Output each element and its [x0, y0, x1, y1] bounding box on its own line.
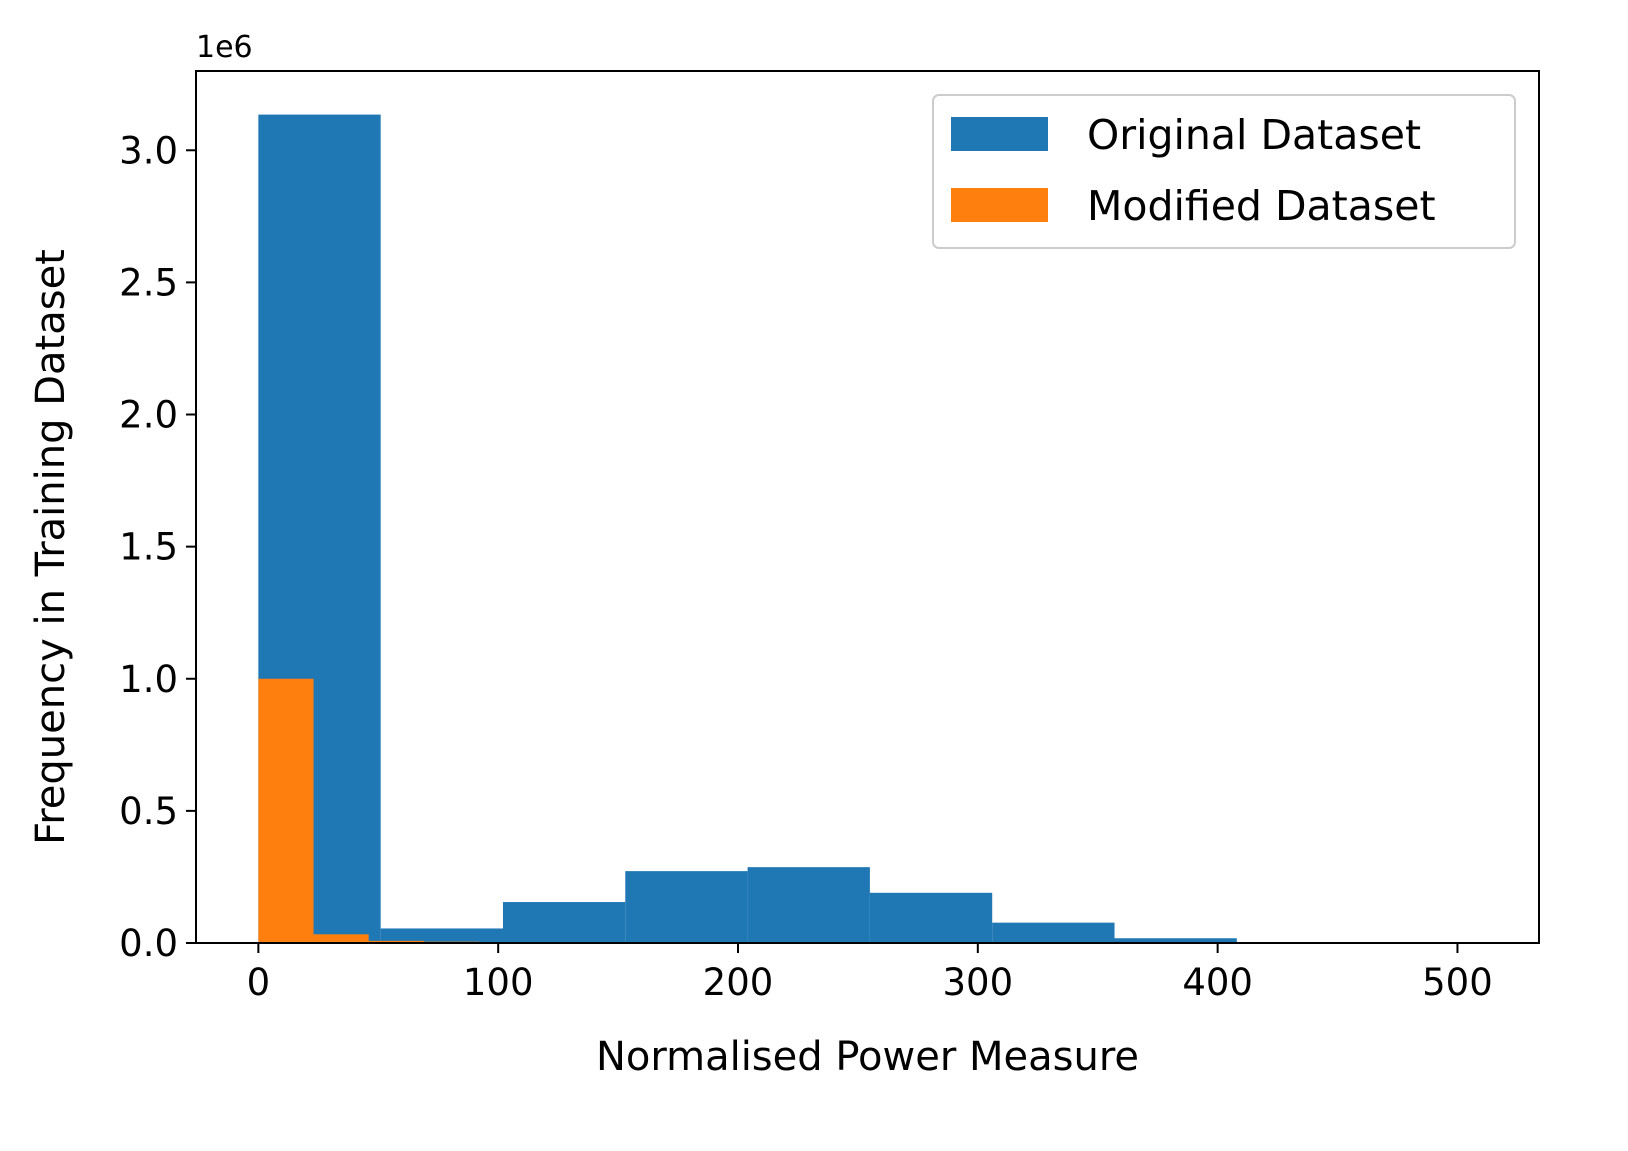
modified-dataset-bar-2: [368, 940, 424, 943]
x-axis-label: Normalised Power Measure: [596, 1034, 1139, 1080]
plot-frame: [195, 70, 1540, 944]
y-axis: 0.0 0.5 1.0 1.5 2.0 2.5 3.0: [119, 129, 196, 965]
legend-swatch: [951, 188, 1048, 222]
legend-swatch: [951, 117, 1048, 151]
y-tick-label: 0.0: [119, 922, 178, 965]
original-dataset-bar-4: [747, 867, 870, 943]
x-axis: 0 100 200 300 400 500: [247, 943, 1493, 1004]
legend-label: Modified Dataset: [1087, 182, 1436, 230]
y-offset-label: 1e6: [196, 30, 253, 65]
x-tick-label: 100: [463, 961, 534, 1004]
x-tick-label: 200: [703, 961, 774, 1004]
bars-layer: [258, 114, 1482, 944]
modified-dataset-bar-1: [313, 934, 369, 943]
y-axis-label: Frequency in Training Dataset: [28, 249, 74, 845]
y-tick-label: 2.0: [119, 394, 178, 437]
original-dataset-bar-1: [380, 928, 503, 943]
original-dataset-bar-2: [502, 902, 626, 943]
modified-dataset-bar-0: [258, 678, 314, 943]
x-tick-label: 500: [1422, 961, 1493, 1004]
x-tick-label: 0: [247, 961, 271, 1004]
legend-label: Original Dataset: [1087, 111, 1421, 159]
original-dataset-bar-5: [869, 892, 993, 943]
original-dataset-bar-7: [1114, 938, 1237, 943]
y-tick-label: 1.5: [119, 526, 178, 569]
y-tick-label: 2.5: [119, 261, 178, 304]
original-dataset-bar-6: [992, 922, 1115, 943]
x-tick-label: 400: [1182, 961, 1253, 1004]
x-tick-label: 300: [943, 961, 1014, 1004]
y-tick-label: 3.0: [119, 129, 178, 172]
y-tick-label: 0.5: [119, 790, 178, 833]
y-tick-label: 1.0: [119, 658, 178, 701]
legend-box: [932, 94, 1516, 249]
legend: Original Dataset Modified Dataset: [932, 94, 1516, 249]
original-dataset-bar-3: [625, 871, 748, 943]
